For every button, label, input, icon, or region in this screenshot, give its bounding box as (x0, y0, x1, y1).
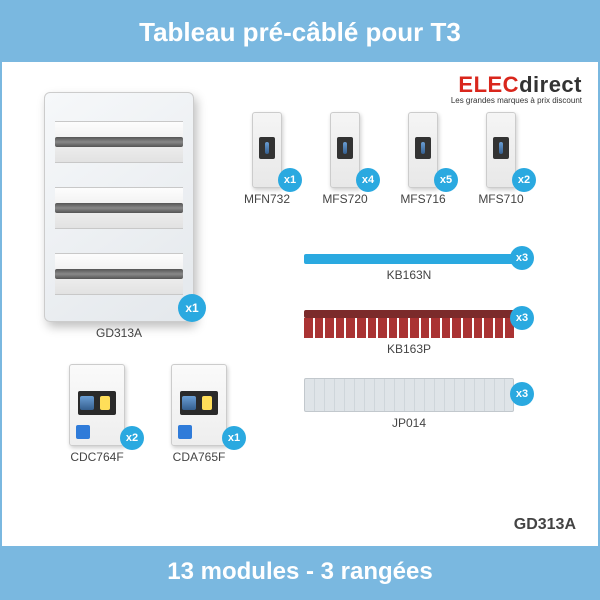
logo-text: ELECdirect (451, 72, 582, 98)
rcd-icon (171, 364, 227, 446)
item-label: MFS720 (314, 192, 376, 206)
rcd-icon (69, 364, 125, 446)
item-label: MFS716 (392, 192, 454, 206)
item-label: JP014 (284, 416, 534, 430)
content-area: ELECdirect Les grandes marques à prix di… (4, 64, 596, 544)
item-breaker-2: x4 MFS720 (314, 112, 376, 206)
title-bar: Tableau pré-câblé pour T3 (2, 2, 598, 62)
logo-part2: direct (519, 72, 582, 97)
product-card: Tableau pré-câblé pour T3 ELECdirect Les… (0, 0, 600, 600)
blank-icon (304, 378, 514, 412)
product-code: GD313A (514, 516, 576, 534)
item-breaker-4: x2 MFS710 (470, 112, 532, 206)
title-text: Tableau pré-câblé pour T3 (139, 17, 461, 48)
qty-badge: x3 (510, 306, 534, 330)
qty-badge: x1 (178, 294, 206, 322)
qty-badge: x1 (222, 426, 246, 450)
item-label: CDC764F (54, 450, 140, 464)
logo-part1: ELEC (458, 72, 519, 97)
footer-bar: 13 modules - 3 rangées (2, 546, 598, 598)
item-label: MFS710 (470, 192, 532, 206)
enclosure-icon (44, 92, 194, 322)
item-enclosure: x1 GD313A (34, 92, 204, 340)
item-label: CDA765F (156, 450, 242, 464)
footer-text: 13 modules - 3 rangées (167, 558, 432, 586)
item-label: GD313A (34, 326, 204, 340)
qty-badge: x4 (356, 168, 380, 192)
item-label: KB163N (284, 268, 534, 282)
qty-badge: x2 (120, 426, 144, 450)
qty-badge: x3 (510, 382, 534, 406)
item-rcd-2: x1 CDA765F (156, 364, 242, 464)
busbar-icon (304, 254, 514, 264)
item-breaker-3: x5 MFS716 (392, 112, 454, 206)
qty-badge: x5 (434, 168, 458, 192)
item-label: KB163P (284, 342, 534, 356)
item-blank: x3 JP014 (284, 378, 534, 430)
qty-badge: x3 (510, 246, 534, 270)
logo-tagline: Les grandes marques à prix discount (451, 96, 582, 105)
brand-logo: ELECdirect Les grandes marques à prix di… (451, 72, 582, 105)
item-rcd-1: x2 CDC764F (54, 364, 140, 464)
item-breaker-1: x1 MFN732 (236, 112, 298, 206)
item-label: MFN732 (236, 192, 298, 206)
busbar-icon (304, 310, 514, 338)
item-busbar-blue: x3 KB163N (284, 254, 534, 282)
item-busbar-red: x3 KB163P (284, 310, 534, 356)
qty-badge: x2 (512, 168, 536, 192)
qty-badge: x1 (278, 168, 302, 192)
